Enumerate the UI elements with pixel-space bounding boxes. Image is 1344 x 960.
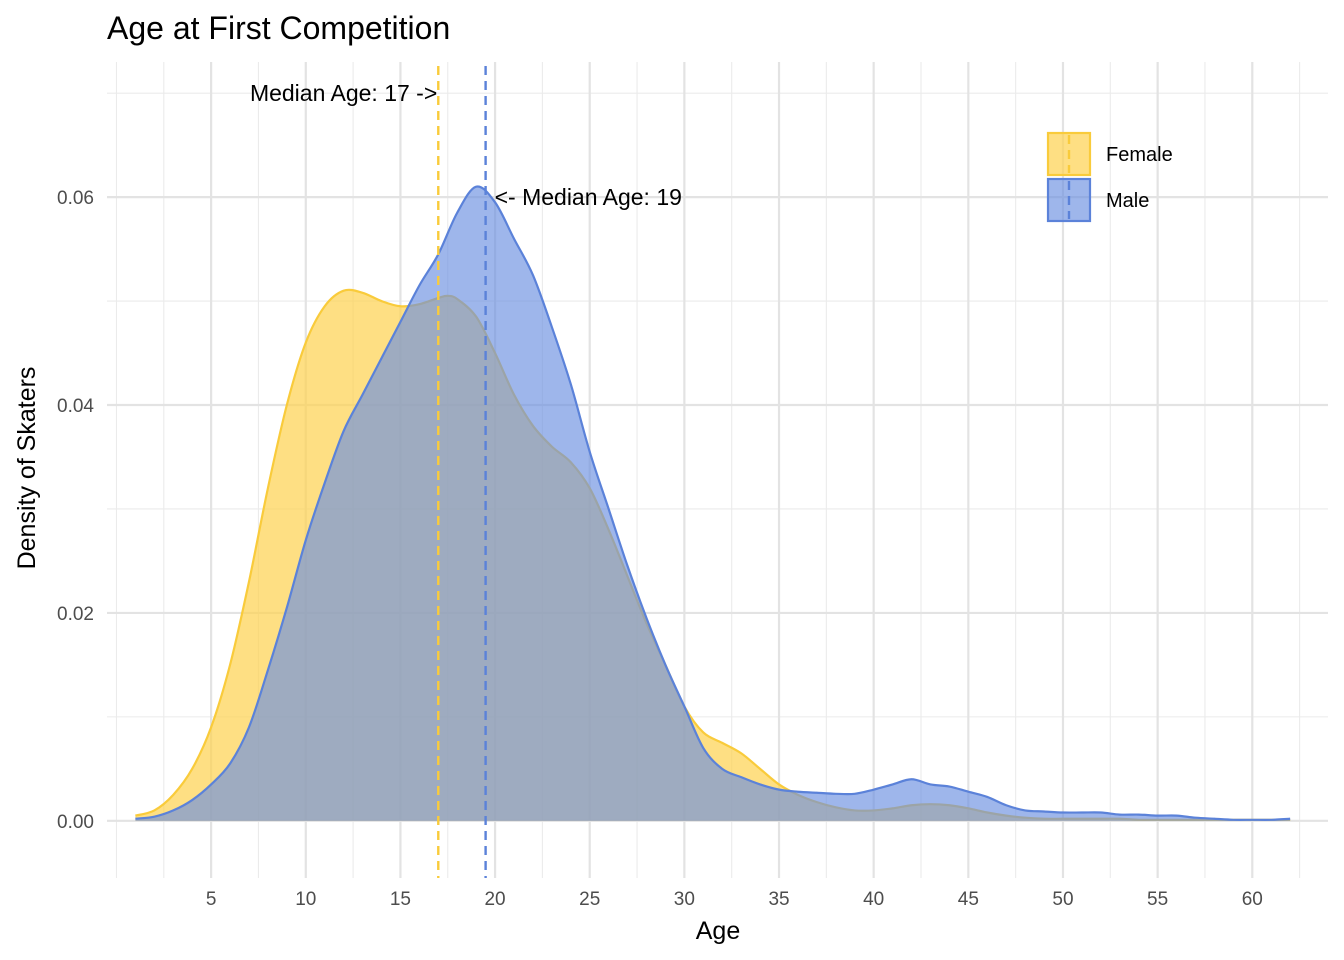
y-axis-title: Density of Skaters	[13, 367, 41, 570]
x-tick-label: 20	[484, 889, 505, 910]
x-tick-label: 5	[206, 889, 217, 910]
density-line-male	[135, 185, 1291, 821]
chart-title: Age at First Competition	[107, 10, 450, 46]
median-annotation-female: Median Age: 17 ->	[250, 80, 437, 106]
annotations: Median Age: 17 -> <- Median Age: 19	[250, 80, 682, 210]
x-tick-label: 50	[1052, 889, 1073, 910]
y-axis-tick-labels: 0.00 0.02 0.04 0.06	[57, 188, 94, 833]
median-annotation-male: <- Median Age: 19	[495, 184, 682, 210]
legend: Female Male	[1046, 131, 1173, 223]
median-lines	[437, 66, 487, 878]
x-tick-label: 15	[390, 889, 411, 910]
y-tick-label: 0.06	[57, 188, 94, 209]
x-tick-label: 45	[958, 889, 979, 910]
x-tick-label: 35	[768, 889, 789, 910]
y-tick-label: 0.04	[57, 396, 94, 417]
y-tick-label: 0.02	[57, 604, 94, 625]
x-tick-label: 10	[295, 889, 316, 910]
legend-label-male: Male	[1106, 190, 1149, 212]
y-tick-label: 0.00	[57, 812, 94, 833]
x-tick-label: 60	[1242, 889, 1263, 910]
x-tick-label: 30	[674, 889, 695, 910]
x-axis-title: Age	[696, 917, 740, 945]
x-axis-tick-labels: 5 10 15 20 25 30 35 40 45 50 55 60	[206, 889, 1263, 910]
x-tick-label: 55	[1147, 889, 1168, 910]
x-tick-label: 25	[579, 889, 600, 910]
x-tick-label: 40	[863, 889, 884, 910]
density-area-male	[135, 186, 1291, 821]
density-areas	[135, 185, 1291, 821]
legend-label-female: Female	[1106, 144, 1173, 166]
